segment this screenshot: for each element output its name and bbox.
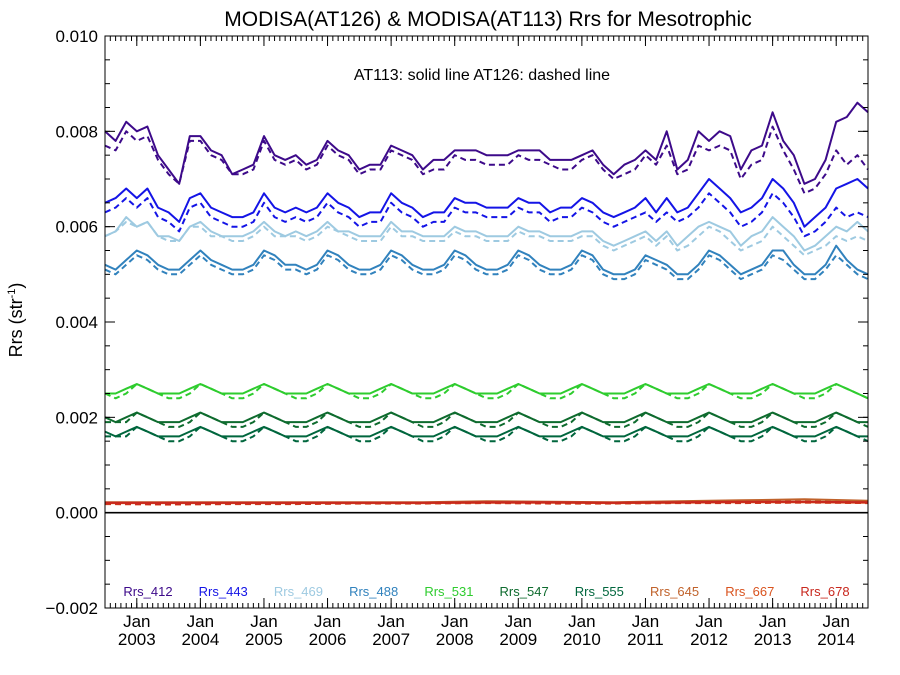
y-tick-label: 0.002 (55, 408, 98, 427)
y-tick-label: −0.002 (46, 599, 98, 618)
x-tick-year: 2013 (754, 630, 792, 649)
series-line-Rrs_412-AT113 (104, 101, 869, 185)
y-tick-label: 0.008 (55, 122, 98, 141)
x-tick-year: 2003 (118, 630, 156, 649)
x-tick-year: 2014 (817, 630, 855, 649)
series-line-Rrs_678-AT126 (104, 501, 869, 506)
x-tick-month: Jan (632, 612, 659, 631)
series-line-Rrs_531-AT113 (105, 383, 869, 400)
legend-entry-Rrs_412: Rrs_412 (123, 584, 172, 599)
x-tick-month: Jan (250, 612, 277, 631)
legend-entry-Rrs_555: Rrs_555 (575, 584, 624, 599)
series-line-Rrs_547-AT113 (104, 411, 868, 424)
x-tick-year: 2005 (245, 630, 283, 649)
series-line-Rrs_555-AT113 (104, 425, 868, 438)
y-tick-label: 0.000 (55, 504, 98, 523)
x-tick-month: Jan (505, 612, 532, 631)
y-tick-label: 0.004 (55, 313, 98, 332)
x-tick-year: 2006 (309, 630, 347, 649)
x-tick-month: Jan (187, 612, 214, 631)
legend-entry-Rrs_547: Rrs_547 (500, 584, 549, 599)
series-line-Rrs_412-AT126 (104, 125, 869, 195)
series-line-Rrs_547-AT126 (105, 411, 869, 428)
series-line-Rrs_531-AT126 (104, 383, 869, 400)
series-line-Rrs_443-AT126 (104, 192, 869, 238)
y-axis-label-sup: -1 (6, 289, 18, 299)
y-axis-label: Rrs (str-1) (6, 283, 26, 358)
x-tick-month: Jan (695, 612, 722, 631)
series-line-Rrs_469-AT113 (104, 216, 869, 252)
series-line-Rrs_488-AT113 (104, 244, 869, 276)
legend-entry-Rrs_531: Rrs_531 (424, 584, 473, 599)
x-tick-year: 2011 (627, 630, 664, 649)
series-line-Rrs_443-AT113 (104, 178, 869, 228)
x-tick-year: 2010 (563, 630, 601, 649)
x-tick-year: 2004 (181, 630, 219, 649)
series-line-Rrs_555-AT126 (105, 425, 869, 443)
x-tick-month: Jan (314, 612, 341, 631)
legend-entry-Rrs_678: Rrs_678 (800, 584, 849, 599)
chart-title: MODISA(AT126) & MODISA(AT113) Rrs for Me… (224, 8, 751, 31)
legend-entry-Rrs_469: Rrs_469 (274, 584, 323, 599)
plot-frame (104, 35, 869, 609)
x-tick-year: 2012 (690, 630, 728, 649)
y-tick-label: 0.006 (55, 218, 98, 237)
x-tick-month: Jan (123, 612, 150, 631)
x-tick-year: 2008 (436, 630, 474, 649)
x-tick-month: Jan (377, 612, 404, 631)
series-layer (104, 101, 869, 506)
legend-entry-Rrs_645: Rrs_645 (650, 584, 699, 599)
legend-entry-Rrs_488: Rrs_488 (349, 584, 398, 599)
series-line-Rrs_488-AT126 (104, 254, 869, 281)
series-line-Rrs_469-AT126 (104, 220, 869, 257)
legend-entry-Rrs_667: Rrs_667 (725, 584, 774, 599)
legend-entry-Rrs_443: Rrs_443 (199, 584, 248, 599)
x-tick-month: Jan (441, 612, 468, 631)
y-tick-label: 0.010 (55, 27, 98, 46)
x-tick-month: Jan (759, 612, 786, 631)
line-style-annotation: AT113: solid line AT126: dashed line (354, 67, 610, 84)
x-tick-year: 2009 (499, 630, 537, 649)
y-axis-label-end: ) (6, 283, 26, 289)
x-tick-month: Jan (822, 612, 849, 631)
x-tick-year: 2007 (372, 630, 410, 649)
y-axis-label-main: Rrs (str (6, 298, 26, 357)
ticks-layer: 0.0100.0080.0060.0040.0020.000−0.002Jan2… (46, 27, 868, 649)
x-tick-month: Jan (568, 612, 595, 631)
legend: Rrs_412 Rrs_443 Rrs_469 Rrs_488 Rrs_531 Rrs_5… (123, 584, 849, 599)
